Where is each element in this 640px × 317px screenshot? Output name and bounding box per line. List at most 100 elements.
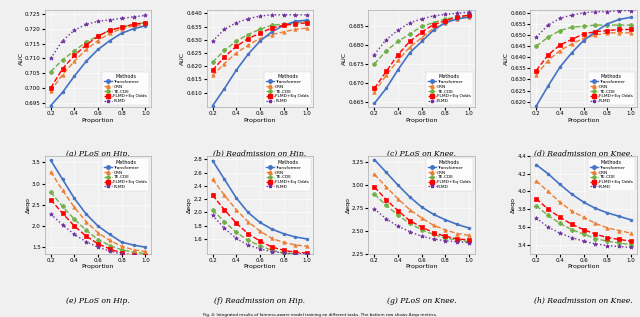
Text: (b) Readmission on Hip.: (b) Readmission on Hip. bbox=[213, 150, 307, 158]
FLMD bbox=[453, 11, 461, 15]
CRN bbox=[465, 233, 473, 237]
FLMD+Eq Odds bbox=[615, 28, 623, 31]
Line: FLMD+Eq Odds: FLMD+Eq Odds bbox=[49, 21, 147, 90]
FLMD bbox=[382, 217, 390, 221]
Y-axis label: Δeqo: Δeqo bbox=[511, 197, 516, 213]
FLMD+Eq Odds bbox=[209, 193, 216, 197]
FLMD bbox=[280, 251, 287, 255]
TE-CDE bbox=[453, 238, 461, 242]
FLMD+Eq Odds bbox=[371, 185, 378, 189]
Transformer bbox=[221, 87, 228, 91]
TE-CDE bbox=[556, 222, 564, 225]
TE-CDE bbox=[568, 25, 575, 29]
Line: CRN: CRN bbox=[211, 26, 309, 77]
Transformer bbox=[604, 22, 611, 26]
Transformer bbox=[442, 218, 449, 222]
TE-CDE bbox=[244, 33, 252, 36]
Transformer bbox=[106, 39, 114, 42]
Transformer bbox=[418, 40, 426, 43]
TE-CDE bbox=[232, 230, 240, 234]
FLMD bbox=[47, 56, 54, 60]
FLMD+Eq Odds bbox=[83, 43, 90, 47]
Transformer bbox=[465, 15, 473, 19]
FLMD bbox=[244, 243, 252, 247]
FLMD bbox=[418, 234, 426, 238]
Text: (c) PLoS on Knee.: (c) PLoS on Knee. bbox=[387, 150, 456, 158]
Line: FLMD+Eq Odds: FLMD+Eq Odds bbox=[211, 193, 309, 255]
FLMD bbox=[627, 9, 635, 12]
FLMD bbox=[418, 17, 426, 21]
Transformer bbox=[615, 17, 623, 21]
CRN bbox=[627, 31, 635, 35]
Transformer bbox=[141, 245, 149, 249]
Line: Transformer: Transformer bbox=[49, 159, 147, 249]
FLMD bbox=[580, 11, 588, 15]
FLMD bbox=[394, 28, 402, 32]
FLMD bbox=[303, 252, 311, 256]
Transformer bbox=[256, 221, 264, 224]
FLMD+Eq Odds bbox=[292, 22, 300, 26]
FLMD bbox=[59, 39, 67, 42]
Transformer bbox=[465, 226, 473, 230]
TE-CDE bbox=[544, 35, 552, 39]
CRN bbox=[292, 243, 300, 247]
CRN bbox=[371, 172, 378, 176]
FLMD bbox=[94, 245, 102, 249]
FLMD+Eq Odds bbox=[465, 13, 473, 17]
FLMD+Eq Odds bbox=[556, 215, 564, 219]
Legend: Transformer, CRN, TE-CDE, FLMD+Eq Odds, FLMD: Transformer, CRN, TE-CDE, FLMD+Eq Odds, … bbox=[264, 73, 311, 105]
CRN bbox=[244, 220, 252, 223]
TE-CDE bbox=[406, 32, 413, 36]
FLMD bbox=[406, 21, 413, 24]
Transformer bbox=[268, 227, 276, 231]
Line: FLMD+Eq Odds: FLMD+Eq Odds bbox=[372, 13, 471, 90]
CRN bbox=[232, 51, 240, 55]
Transformer bbox=[118, 31, 125, 35]
Line: CRN: CRN bbox=[49, 23, 147, 93]
Transformer bbox=[70, 197, 78, 200]
Line: CRN: CRN bbox=[534, 179, 632, 235]
FLMD+Eq Odds bbox=[47, 198, 54, 202]
Transformer bbox=[83, 212, 90, 216]
FLMD+Eq Odds bbox=[256, 239, 264, 243]
TE-CDE bbox=[418, 24, 426, 28]
Transformer bbox=[83, 59, 90, 63]
CRN bbox=[292, 27, 300, 31]
TE-CDE bbox=[244, 238, 252, 242]
CRN bbox=[394, 58, 402, 62]
TE-CDE bbox=[59, 204, 67, 208]
Transformer bbox=[70, 74, 78, 78]
Transformer bbox=[59, 90, 67, 94]
FLMD+Eq Odds bbox=[627, 28, 635, 31]
Legend: Transformer, CRN, TE-CDE, FLMD+Eq Odds, FLMD: Transformer, CRN, TE-CDE, FLMD+Eq Odds, … bbox=[264, 158, 311, 191]
Line: CRN: CRN bbox=[372, 172, 471, 237]
TE-CDE bbox=[453, 15, 461, 19]
Text: (g) PLoS on Knee.: (g) PLoS on Knee. bbox=[387, 297, 456, 305]
FLMD+Eq Odds bbox=[453, 15, 461, 19]
TE-CDE bbox=[83, 228, 90, 232]
Transformer bbox=[532, 163, 540, 167]
Transformer bbox=[118, 240, 125, 244]
TE-CDE bbox=[615, 241, 623, 245]
CRN bbox=[83, 48, 90, 51]
FLMD+Eq Odds bbox=[106, 28, 114, 32]
CRN bbox=[544, 59, 552, 62]
TE-CDE bbox=[627, 243, 635, 247]
FLMD+Eq Odds bbox=[371, 87, 378, 90]
Transformer bbox=[209, 104, 216, 108]
CRN bbox=[130, 24, 138, 28]
Transformer bbox=[268, 30, 276, 34]
FLMD bbox=[47, 212, 54, 216]
Line: CRN: CRN bbox=[534, 31, 632, 77]
Text: (f) Readmission on Hip.: (f) Readmission on Hip. bbox=[214, 297, 305, 305]
Text: (e) PLoS on Hip.: (e) PLoS on Hip. bbox=[66, 297, 130, 305]
FLMD bbox=[268, 250, 276, 254]
TE-CDE bbox=[94, 238, 102, 242]
Transformer bbox=[532, 104, 540, 108]
Transformer bbox=[59, 178, 67, 181]
TE-CDE bbox=[604, 23, 611, 27]
FLMD bbox=[544, 23, 552, 27]
Line: Transformer: Transformer bbox=[211, 19, 308, 107]
Line: FLMD+Eq Odds: FLMD+Eq Odds bbox=[372, 185, 471, 242]
FLMD+Eq Odds bbox=[465, 238, 473, 242]
